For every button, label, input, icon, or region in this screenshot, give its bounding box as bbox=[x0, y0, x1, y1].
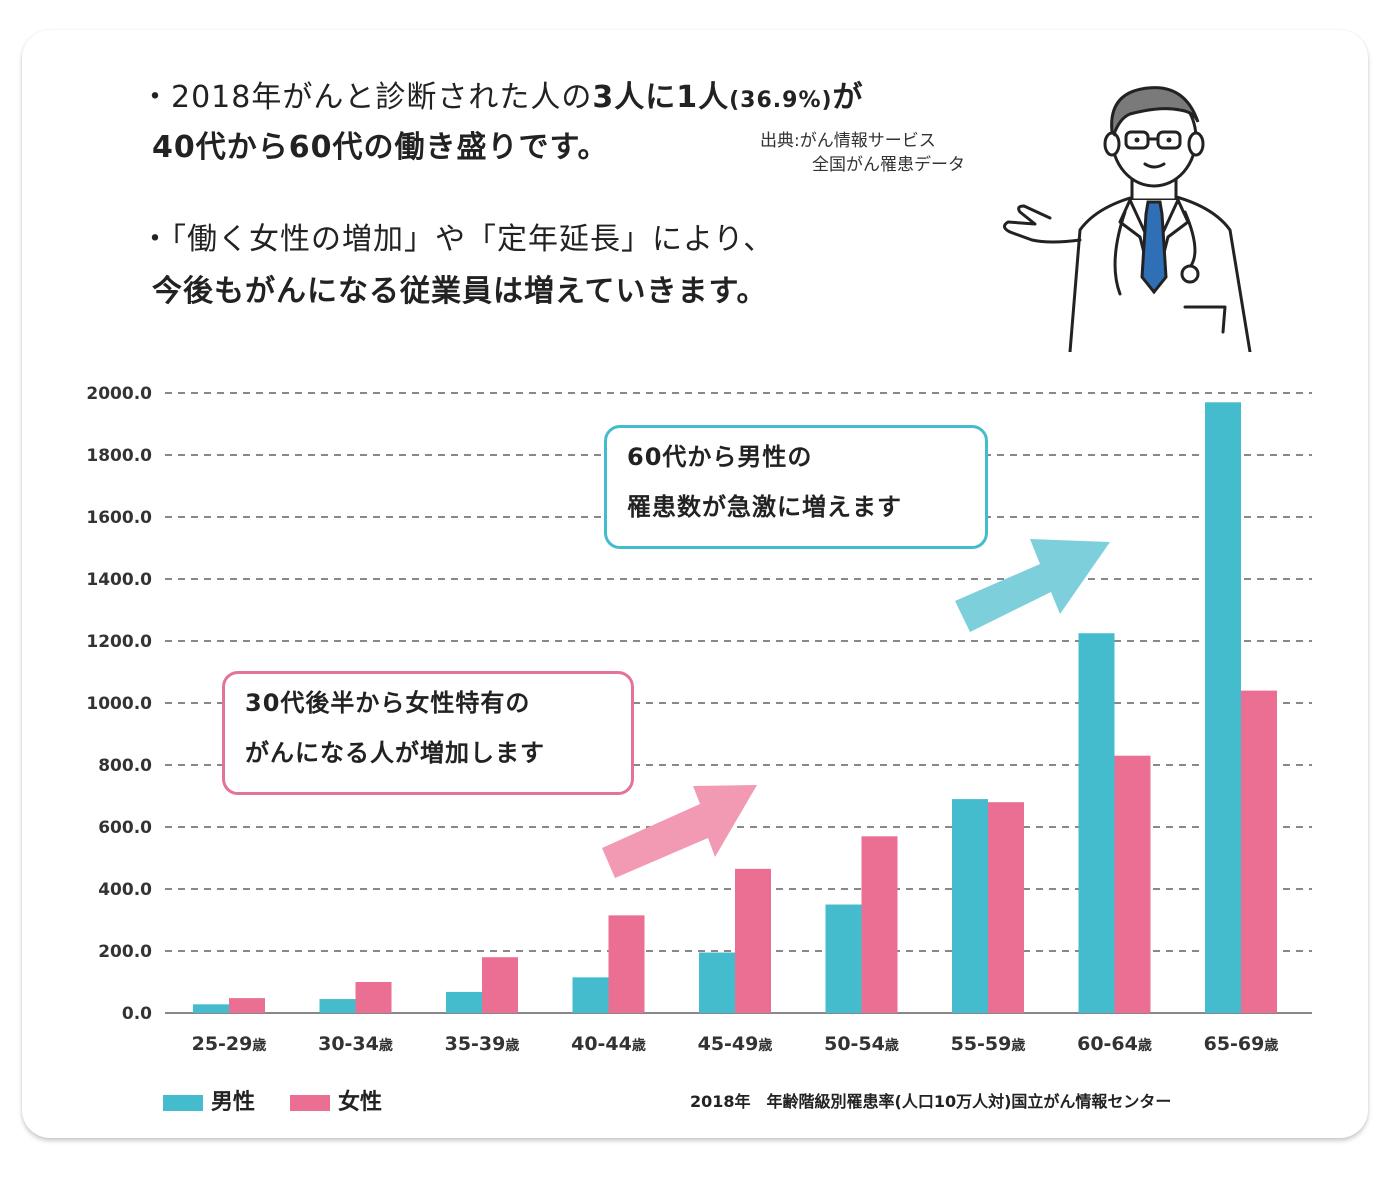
legend-female-swatch bbox=[290, 1095, 330, 1111]
legend-female: 女性 bbox=[290, 1084, 382, 1116]
bar-female-6 bbox=[988, 802, 1024, 1013]
y-tick-label: 1800.0 bbox=[86, 446, 152, 466]
male-callout: 60代から男性の 罹患数が急激に増えます bbox=[604, 425, 988, 549]
female-callout-line-2: がんになる人が増加します bbox=[245, 739, 545, 767]
bar-female-1 bbox=[355, 982, 392, 1013]
x-category-label: 30-34歳 bbox=[318, 1033, 393, 1055]
bar-female-4 bbox=[735, 868, 771, 1013]
headline-prefix: ・2018年がんと診断された人の bbox=[140, 80, 593, 115]
y-tick-label: 1600.0 bbox=[86, 508, 152, 528]
bar-male-1 bbox=[319, 999, 356, 1013]
headline-suffix: が bbox=[832, 80, 864, 115]
headline-line-3: ・「働く女性の増加」や「定年延長」により、 bbox=[140, 222, 775, 257]
male-trend-arrow-icon bbox=[955, 539, 1110, 632]
chart-source-footnote: 2018年 年齢階級別罹患率(人口10万人対)国立がん情報センター bbox=[690, 1092, 1172, 1111]
x-category-label: 50-54歳 bbox=[824, 1033, 899, 1055]
y-tick-label: 800.0 bbox=[98, 756, 152, 776]
bar-female-8 bbox=[1241, 690, 1277, 1013]
male-callout-line-2: 罹患数が急激に増えます bbox=[627, 493, 902, 521]
y-tick-label: 0.0 bbox=[122, 1004, 152, 1024]
doctor-illustration-icon bbox=[1003, 86, 1252, 352]
bar-female-0 bbox=[229, 998, 265, 1013]
bar-female-5 bbox=[861, 836, 898, 1013]
y-tick-label: 1000.0 bbox=[86, 694, 152, 714]
x-category-label: 65-69歳 bbox=[1204, 1033, 1279, 1055]
legend-female-label: 女性 bbox=[338, 1090, 383, 1115]
y-tick-label: 400.0 bbox=[98, 880, 152, 900]
bar-female-7 bbox=[1114, 755, 1151, 1013]
bar-male-6 bbox=[952, 799, 988, 1013]
headline-line-4: 今後もがんになる従業員は増えていきます。 bbox=[152, 274, 768, 309]
y-tick-label: 200.0 bbox=[98, 942, 152, 962]
male-callout-line-1: 60代から男性の bbox=[627, 443, 813, 471]
female-trend-arrow-icon bbox=[602, 785, 757, 878]
legend-male-label: 男性 bbox=[211, 1090, 256, 1115]
y-tick-label: 2000.0 bbox=[86, 384, 152, 404]
y-tick-label: 600.0 bbox=[98, 818, 152, 838]
x-category-label: 35-39歳 bbox=[445, 1033, 520, 1055]
bar-male-2 bbox=[446, 991, 482, 1013]
bar-female-3 bbox=[608, 915, 645, 1013]
bar-male-0 bbox=[193, 1004, 229, 1013]
y-tick-label: 1200.0 bbox=[86, 632, 152, 652]
bar-male-5 bbox=[825, 904, 862, 1013]
bar-male-8 bbox=[1205, 402, 1241, 1013]
y-tick-label: 1400.0 bbox=[86, 570, 152, 590]
x-category-label: 40-44歳 bbox=[571, 1033, 646, 1055]
bar-female-2 bbox=[482, 957, 518, 1013]
x-category-label: 45-49歳 bbox=[698, 1033, 773, 1055]
x-category-label: 55-59歳 bbox=[951, 1033, 1026, 1055]
headline-percent: (36.9%) bbox=[729, 88, 833, 113]
bar-male-3 bbox=[572, 977, 609, 1013]
headline-line-2: 40代から60代の働き盛りです。 bbox=[152, 130, 609, 165]
female-callout: 30代後半から女性特有の がんになる人が増加します bbox=[222, 671, 634, 795]
legend-male: 男性 bbox=[163, 1084, 255, 1116]
bar-male-4 bbox=[699, 952, 735, 1013]
legend-male-swatch bbox=[163, 1095, 203, 1111]
headline-line-1: ・2018年がんと診断された人の3人に1人(36.9%)が bbox=[140, 72, 864, 116]
x-category-label: 60-64歳 bbox=[1077, 1033, 1152, 1055]
headline-emphasis: 3人に1人 bbox=[592, 80, 730, 115]
bar-male-7 bbox=[1078, 633, 1115, 1013]
source-line-1: 出典:がん情報サービス bbox=[760, 131, 936, 151]
source-line-2: 全国がん罹患データ bbox=[812, 155, 965, 175]
female-callout-line-1: 30代後半から女性特有の bbox=[245, 689, 531, 717]
x-category-label: 25-29歳 bbox=[192, 1033, 267, 1055]
